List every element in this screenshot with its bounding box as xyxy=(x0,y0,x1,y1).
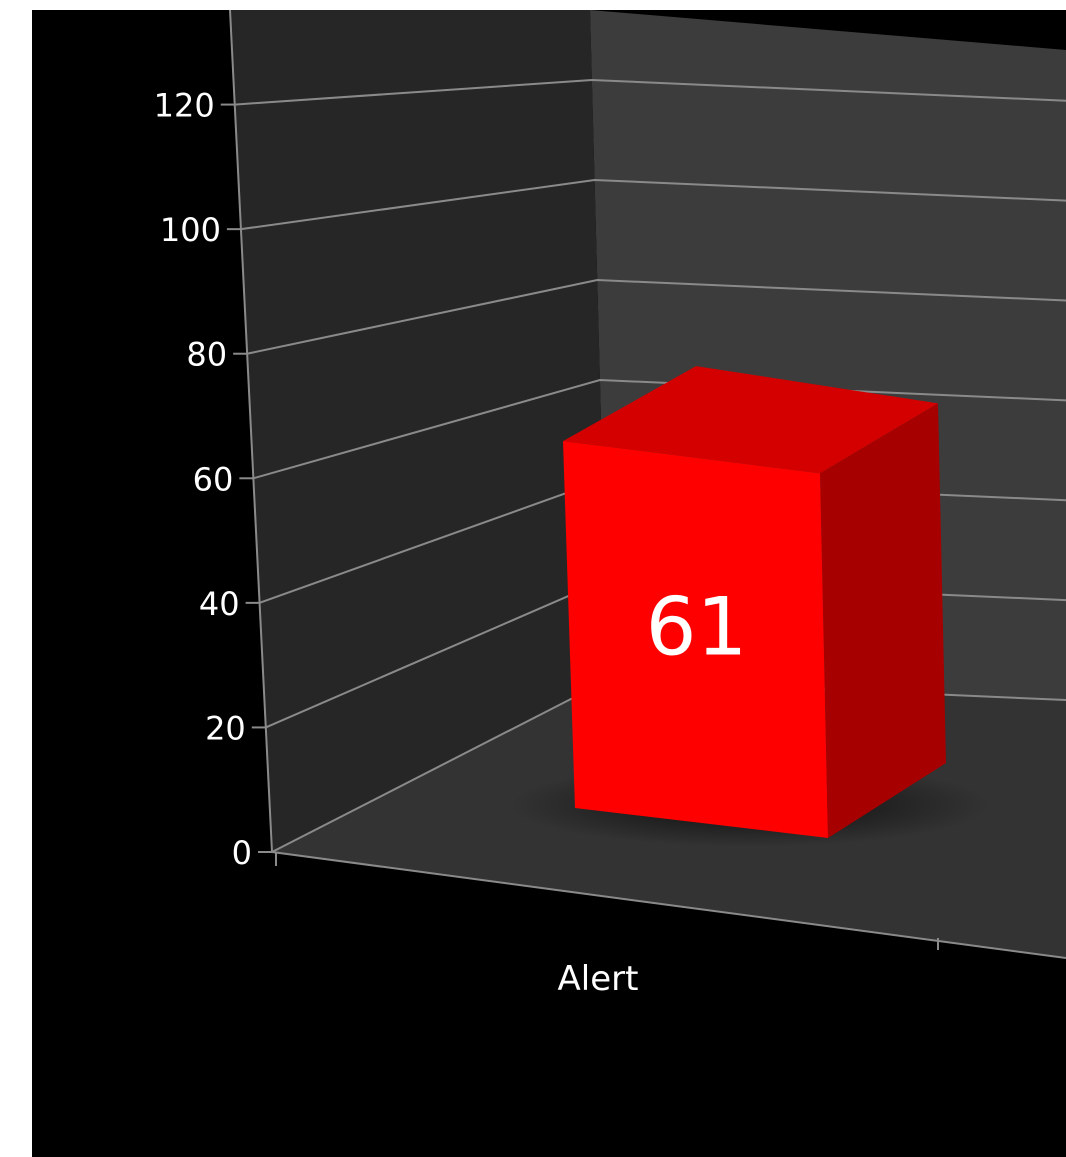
x-axis-line xyxy=(271,851,1066,959)
data-label-alert: 61 xyxy=(646,581,748,674)
bar-alert-top xyxy=(563,366,938,474)
y-tick-label: 60 xyxy=(193,460,234,498)
y-tick-label: 0 xyxy=(232,834,252,872)
y-axis-ticks: 020406080100120140 xyxy=(154,87,272,872)
gridline xyxy=(234,78,1066,106)
gridline xyxy=(240,178,1066,231)
y-tick-label: 100 xyxy=(160,211,221,249)
bar-alert xyxy=(563,441,828,838)
bar-alert-side xyxy=(820,403,946,838)
bars xyxy=(510,366,990,847)
y-tick-label: 40 xyxy=(199,585,240,623)
y-tick-label: 120 xyxy=(154,87,215,125)
x-category-label-alert: Alert xyxy=(558,959,639,999)
labels: 61 Alert xyxy=(558,581,748,999)
y-tick-label: 20 xyxy=(205,709,246,747)
axes xyxy=(229,10,1066,959)
y-tick-label: 80 xyxy=(186,336,227,374)
gridline xyxy=(253,378,1066,480)
gridline xyxy=(246,278,1066,355)
y-axis-line xyxy=(229,10,273,853)
